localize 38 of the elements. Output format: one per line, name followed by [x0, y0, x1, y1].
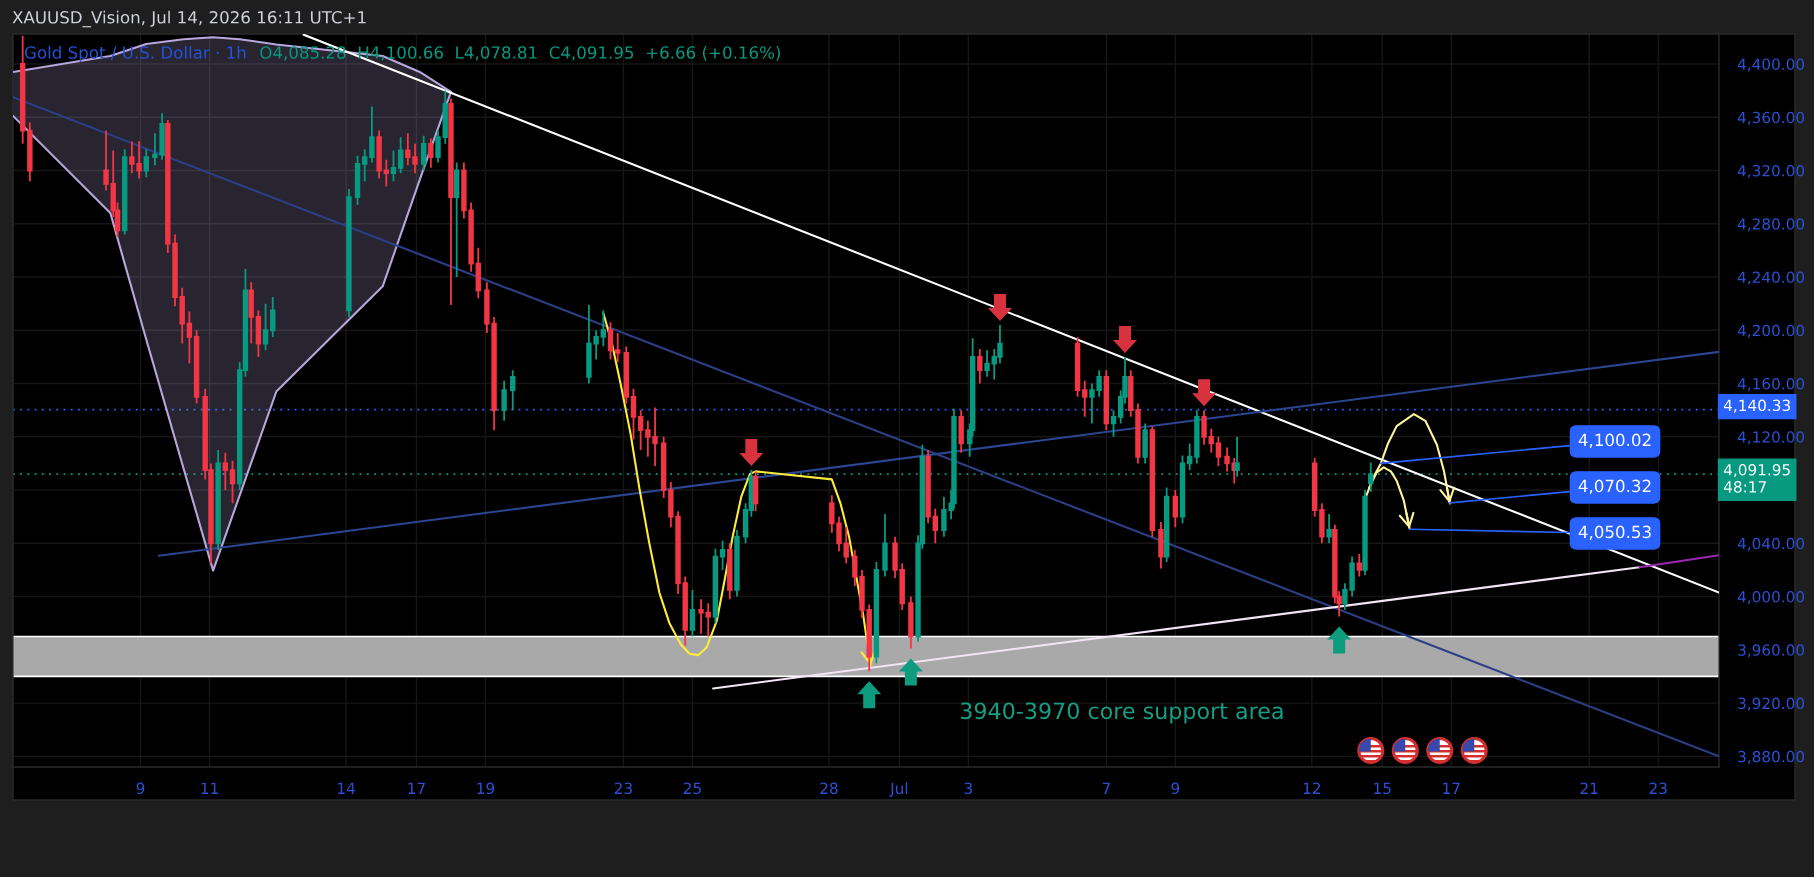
y-tick-label: 3,880.00 [1738, 750, 1805, 764]
x-tick-label: 17 [408, 782, 425, 794]
x-tick-label: 11 [201, 782, 218, 794]
y-tick-label: 4,040.00 [1737, 537, 1805, 551]
x-tick-label: 14 [338, 782, 355, 794]
x-tick-label: 3 [964, 782, 972, 795]
ref-line-label: 4,091.95 48:17 [1723, 463, 1790, 493]
text: XAUUSD_Vision, Jul 14, 2026 16:11 UTC+1 [12, 10, 366, 28]
x-tick-label: 7 [1102, 782, 1110, 794]
x-tick-label: 21 [1580, 782, 1598, 794]
y-tick-label: 4,120.00 [1737, 431, 1805, 445]
x-tick-label: 17 [1443, 782, 1460, 794]
x-tick-label: 23 [1649, 782, 1667, 795]
x-tick-label: 28 [820, 782, 838, 795]
x-tick-label: 9 [1171, 782, 1180, 795]
y-tick-label: 3,960.00 [1738, 644, 1805, 658]
ref-line-label: 4,140.33 [1723, 399, 1790, 413]
x-tick-label: 9 [136, 782, 145, 795]
y-tick-label: 4,400.00 [1737, 58, 1805, 72]
x-tick-label: 19 [477, 782, 495, 795]
y-tick-label: 4,160.00 [1737, 377, 1805, 392]
annotation: 4,100.02 [1578, 433, 1651, 448]
y-tick-label: 4,360.00 [1737, 111, 1805, 125]
annotation: 4,050.53 [1578, 525, 1651, 540]
y-tick-label: 4,200.00 [1737, 324, 1805, 338]
annotation: 4,070.32 [1578, 479, 1651, 494]
x-tick-label: 15 [1374, 782, 1391, 795]
x-tick-label: 23 [614, 782, 632, 795]
y-tick-label: 4,000.00 [1737, 591, 1805, 605]
y-tick-label: 4,320.00 [1737, 164, 1805, 179]
x-tick-label: 12 [1303, 782, 1321, 794]
band-label: 3940-3970 core support area [960, 702, 1283, 724]
x-tick-label: Jul [889, 782, 908, 797]
y-tick-label: 3,920.00 [1738, 697, 1805, 711]
y-tick-label: 4,240.00 [1737, 271, 1805, 285]
y-tick-label: 4,280.00 [1737, 218, 1805, 232]
text: O4,085.28 H4,100.66 L4,078.81 C4,091.95 +6.66 (+0.16%) [260, 45, 780, 61]
x-tick-label: 25 [683, 782, 701, 795]
